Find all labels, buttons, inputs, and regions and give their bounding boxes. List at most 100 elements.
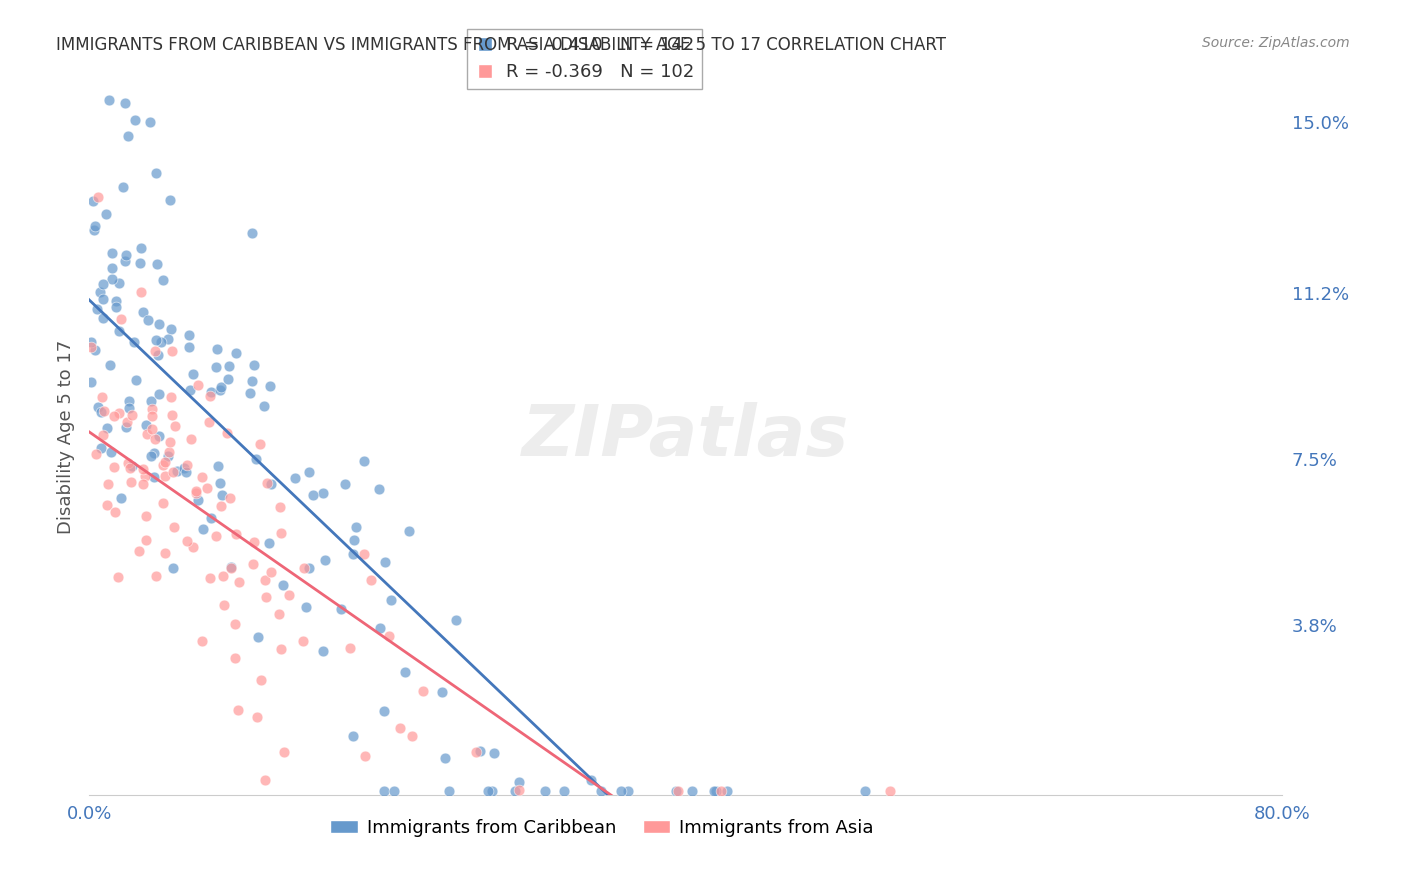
Point (553, 784, 575, 798)
Point (108, 324, 131, 338)
Point (97, 476, 120, 491)
Point (212, 569, 235, 583)
Point (157, 445, 180, 459)
Point (368, 482, 391, 496)
Point (90, 405, 112, 419)
Point (162, 465, 184, 479)
Point (129, 241, 152, 255)
Point (91, 311, 114, 326)
Point (191, 633, 214, 648)
Point (253, 772, 276, 787)
Point (273, 578, 295, 592)
Point (152, 458, 174, 473)
Point (382, 784, 405, 798)
Point (344, 519, 367, 533)
Point (208, 476, 231, 491)
Point (430, 684, 453, 698)
Point (148, 387, 170, 401)
Point (253, 573, 276, 587)
Point (165, 419, 187, 434)
Point (219, 560, 242, 574)
Point (110, 491, 132, 505)
Y-axis label: Disability Age 5 to 17: Disability Age 5 to 17 (58, 339, 75, 533)
Point (184, 486, 207, 500)
Point (177, 340, 200, 354)
Point (118, 401, 141, 416)
Point (157, 332, 180, 346)
Point (101, 246, 124, 260)
Point (200, 384, 222, 399)
Point (187, 377, 209, 392)
Point (98, 93, 121, 107)
Point (224, 617, 246, 632)
Point (143, 446, 166, 460)
Point (159, 434, 181, 449)
Point (292, 634, 315, 648)
Point (853, 784, 876, 798)
Point (132, 462, 155, 476)
Text: ZIPatlas: ZIPatlas (522, 402, 849, 471)
Point (179, 383, 201, 397)
Point (579, 772, 602, 787)
Point (162, 561, 184, 575)
Point (242, 557, 264, 571)
Point (205, 342, 228, 356)
Point (412, 684, 434, 698)
Point (250, 673, 273, 688)
Point (610, 784, 633, 798)
Point (131, 305, 153, 319)
Point (204, 529, 226, 543)
Point (141, 401, 163, 416)
Point (83, 223, 105, 237)
Point (135, 533, 157, 547)
Point (101, 260, 124, 275)
Point (209, 383, 232, 397)
Point (128, 543, 150, 558)
Point (225, 345, 247, 359)
Point (704, 784, 727, 798)
Point (120, 460, 142, 475)
Point (118, 394, 141, 409)
Point (273, 745, 295, 759)
Point (242, 227, 264, 241)
Point (91, 292, 114, 306)
Point (104, 505, 127, 519)
Point (292, 561, 315, 575)
Point (187, 493, 209, 508)
Point (121, 458, 143, 473)
Point (176, 458, 198, 472)
Point (433, 751, 456, 765)
Point (666, 784, 689, 798)
Point (225, 527, 247, 541)
Point (444, 613, 467, 627)
Point (129, 285, 152, 299)
Point (198, 571, 221, 585)
Point (228, 575, 250, 590)
Point (141, 409, 163, 423)
Point (114, 248, 136, 262)
Point (373, 704, 395, 718)
Point (215, 426, 238, 441)
Point (152, 273, 174, 287)
Point (108, 276, 131, 290)
Point (703, 784, 725, 798)
Point (93, 404, 115, 418)
Point (224, 651, 246, 665)
Point (373, 784, 395, 798)
Point (135, 418, 157, 433)
Point (145, 568, 167, 582)
Point (114, 254, 136, 268)
Point (105, 300, 128, 314)
Point (148, 429, 170, 443)
Text: IMMIGRANTS FROM CARIBBEAN VS IMMIGRANTS FROM ASIA DISABILITY AGE 5 TO 17 CORRELA: IMMIGRANTS FROM CARIBBEAN VS IMMIGRANTS … (56, 36, 946, 54)
Point (159, 322, 181, 336)
Point (135, 508, 157, 523)
Point (218, 491, 240, 506)
Point (484, 747, 506, 761)
Point (342, 729, 364, 743)
Point (84, 447, 107, 461)
Point (284, 471, 307, 485)
Point (353, 547, 375, 561)
Point (195, 482, 218, 496)
Point (209, 500, 232, 514)
